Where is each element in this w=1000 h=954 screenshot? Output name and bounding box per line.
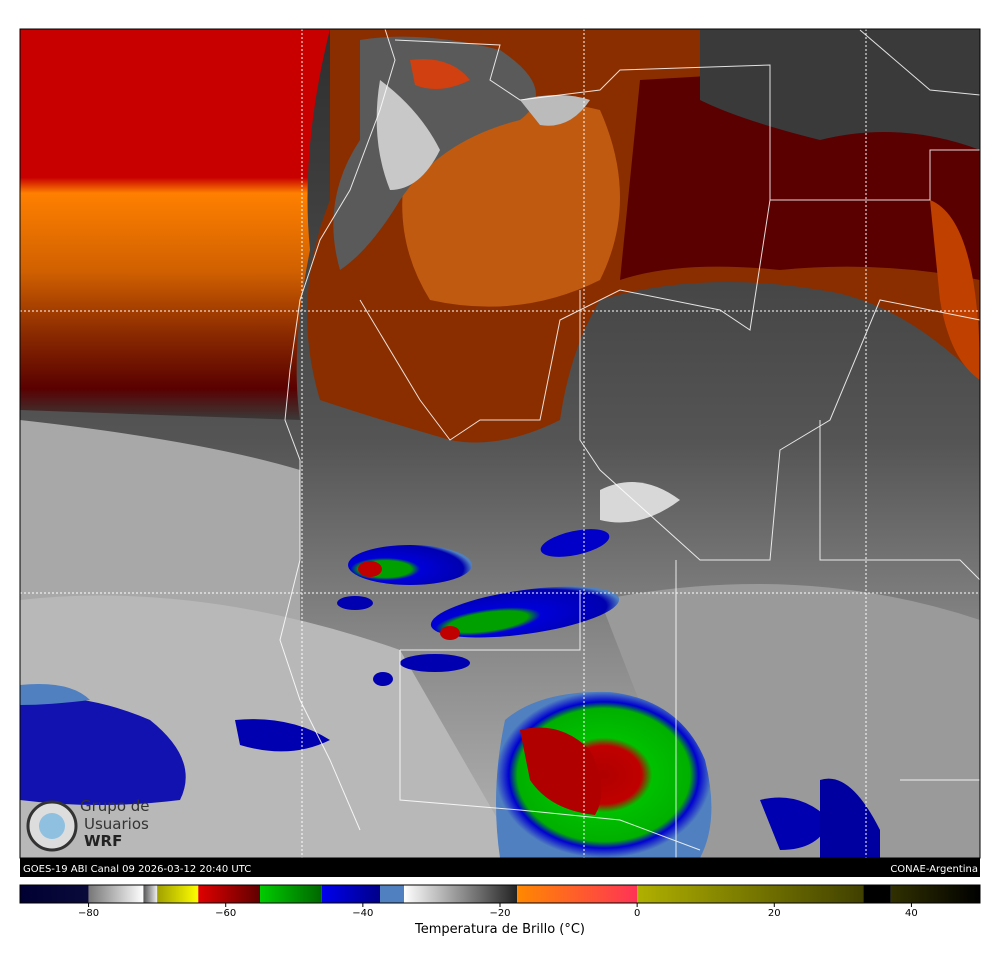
colorbar-segment [380, 885, 404, 903]
colorbar-tick-label: −80 [78, 908, 99, 919]
colorbar-tick-label: −40 [352, 908, 373, 919]
colorbar-segment [143, 885, 158, 903]
logo-text: WRF [84, 832, 122, 850]
colorbar-segment [517, 885, 638, 903]
colorbar-segment [88, 885, 144, 903]
colorbar-tick-label: 0 [634, 908, 640, 919]
footer-left: GOES-19 ABI Canal 09 2026-03-12 20:40 UT… [23, 864, 251, 875]
imagery [20, 29, 980, 858]
logo-text: Grupo de [80, 797, 150, 815]
colorbar-label: Temperatura de Brillo (°C) [414, 922, 585, 937]
colorbar-segment [404, 885, 518, 903]
footer-right: CONAE-Argentina [890, 864, 978, 875]
colorbar-tick-label: 20 [768, 908, 781, 919]
colorbar-segment [20, 885, 89, 903]
colorbar-tick-label: −60 [215, 908, 236, 919]
colorbar-segment [321, 885, 380, 903]
colorbar: −80 −60 −40 −20 0 20 40 [19, 884, 981, 919]
colorbar-segment [198, 885, 260, 903]
colorbar-tick-label: 40 [905, 908, 918, 919]
footer-bar [20, 858, 980, 877]
logo-text: Usuarios [84, 815, 149, 833]
colorbar-segment [637, 885, 864, 903]
colorbar-tick-label: −20 [489, 908, 510, 919]
colorbar-segment [863, 885, 891, 903]
colorbar-segment [260, 885, 322, 903]
colorbar-segment [157, 885, 199, 903]
logo: Grupo de Usuarios WRF [26, 797, 150, 852]
colorbar-segment [890, 885, 980, 903]
